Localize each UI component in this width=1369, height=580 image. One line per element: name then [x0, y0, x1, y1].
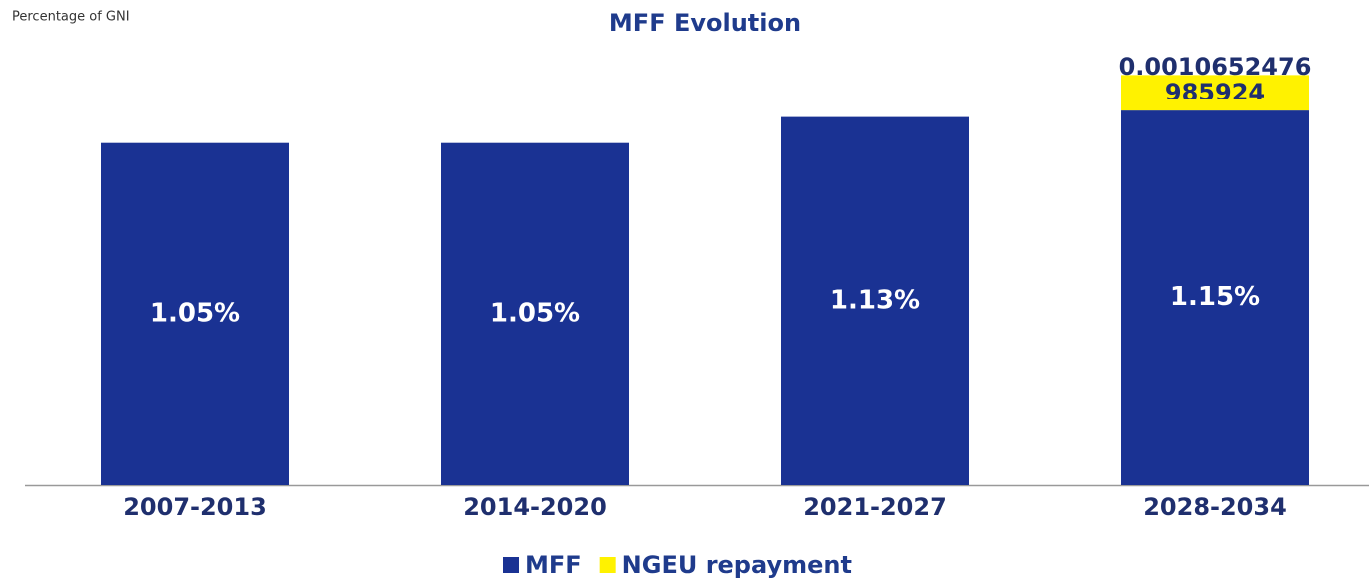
x-tick-label: 2014-2020: [463, 493, 607, 521]
x-tick-label: 2021-2027: [803, 493, 947, 521]
value-label: 1.13%: [830, 285, 920, 315]
x-tick-label: 2028-2034: [1143, 493, 1287, 521]
bar-segment: [441, 142, 629, 485]
value-label: 1.15%: [1170, 282, 1260, 312]
x-tick-label: 2007-2013: [123, 493, 267, 521]
legend-label: NGEU repayment: [622, 551, 852, 579]
bar-segment: [101, 142, 289, 485]
axis-label: Percentage of GNI: [12, 10, 130, 25]
value-label: 1.05%: [490, 298, 580, 328]
bar-segment: [1121, 110, 1309, 485]
legend-swatch: [503, 557, 519, 573]
value-label: 1.05%: [150, 298, 240, 328]
value-label: 0.0010652476985924: [1118, 54, 1312, 100]
bar-segment: [781, 116, 969, 486]
bar-segment: [1121, 75, 1309, 111]
legend-label: MFF: [525, 551, 582, 579]
chart-title: MFF Evolution: [609, 9, 801, 37]
legend-swatch: [599, 557, 616, 573]
